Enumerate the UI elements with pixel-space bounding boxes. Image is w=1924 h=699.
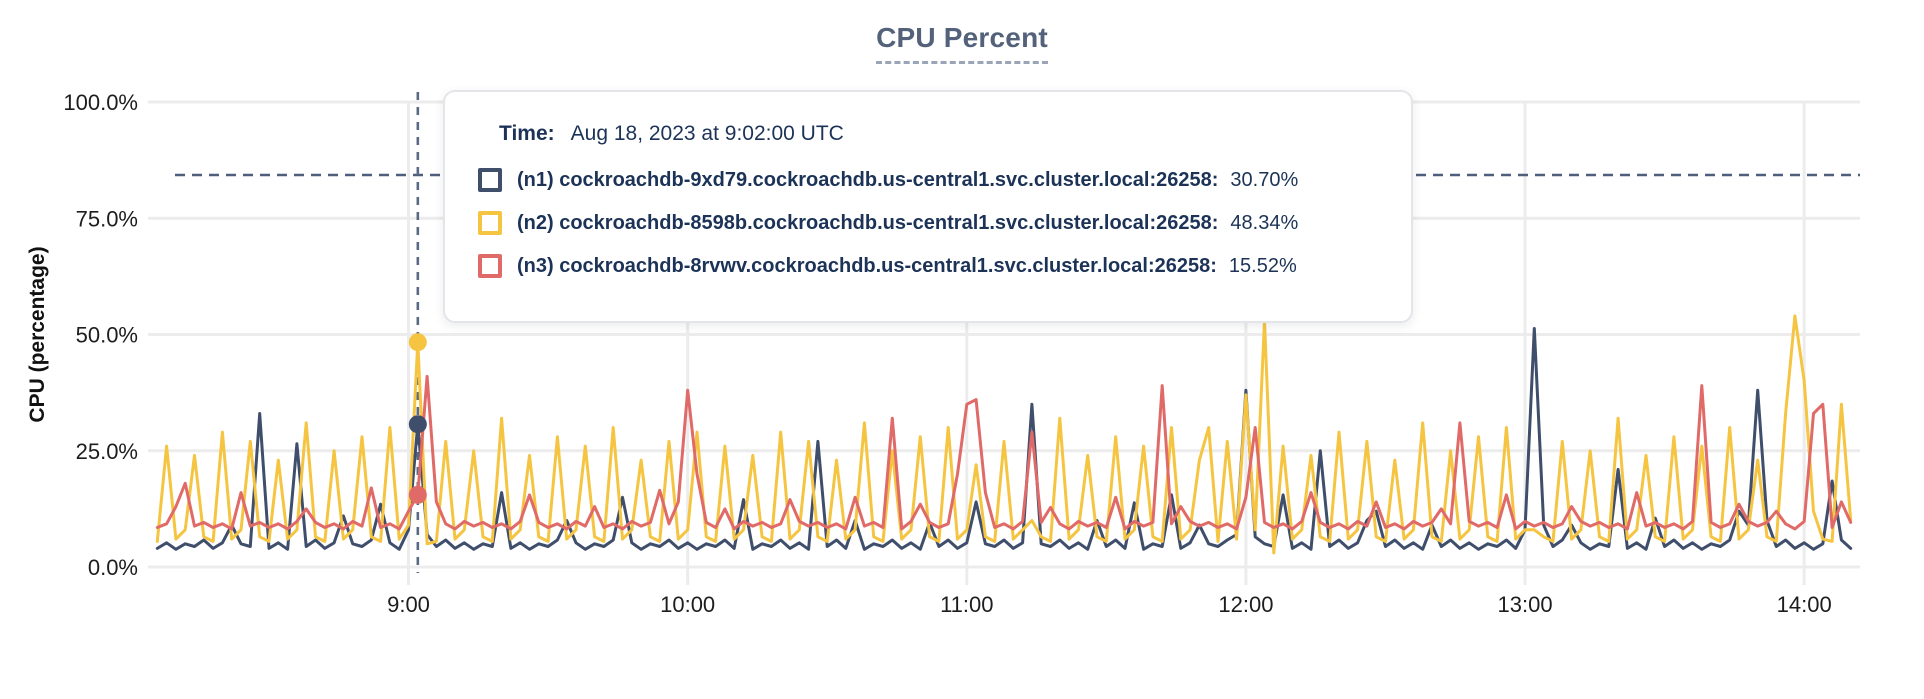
n3-series-swatch-icon bbox=[478, 254, 502, 278]
y-axis-tick-label: 25.0% bbox=[76, 439, 138, 464]
series-line-n3 bbox=[155, 374, 1853, 531]
tooltip-series-row: (n1) cockroachdb-9xd79.cockroachdb.us-ce… bbox=[478, 168, 1391, 192]
n3-series-value: 15.52% bbox=[1228, 254, 1297, 277]
x-axis-tick-label: 11:00 bbox=[940, 592, 993, 617]
x-axis-tick-label: 14:00 bbox=[1777, 592, 1832, 617]
chart-title: CPU Percent bbox=[0, 22, 1924, 64]
x-axis-tick-label: 13:00 bbox=[1498, 592, 1553, 617]
n2-series-swatch-icon bbox=[478, 211, 502, 235]
chart-title-text: CPU Percent bbox=[876, 22, 1048, 64]
tooltip-time-label: Time: bbox=[499, 122, 555, 145]
x-axis-tick-label: 9:00 bbox=[387, 592, 430, 617]
y-axis-tick-label: 100.0% bbox=[63, 90, 138, 115]
n1-series-value: 30.70% bbox=[1230, 168, 1299, 191]
n1-series-swatch-icon bbox=[478, 168, 502, 192]
hover-marker-n2 bbox=[408, 333, 427, 352]
hover-marker-n1 bbox=[408, 415, 427, 434]
y-axis-tick-label: 50.0% bbox=[76, 323, 138, 348]
n2-series-value: 48.34% bbox=[1230, 211, 1299, 234]
series-line-n2 bbox=[155, 314, 1853, 555]
tooltip-time-row: Time: Aug 18, 2023 at 9:02:00 UTC bbox=[478, 122, 1391, 146]
tooltip-time-value: Aug 18, 2023 at 9:02:00 UTC bbox=[570, 122, 844, 145]
series-line-n1 bbox=[155, 327, 1853, 551]
y-axis-title: CPU (percentage) bbox=[26, 246, 49, 422]
x-axis-tick-label: 12:00 bbox=[1218, 592, 1273, 617]
hover-marker-n3 bbox=[408, 485, 427, 504]
x-axis-tick-label: 10:00 bbox=[660, 592, 715, 617]
n1-series-label: (n1) cockroachdb-9xd79.cockroachdb.us-ce… bbox=[517, 168, 1219, 191]
y-axis-tick-label: 0.0% bbox=[88, 555, 138, 580]
tooltip-series-row: (n3) cockroachdb-8rvwv.cockroachdb.us-ce… bbox=[478, 254, 1391, 278]
tooltip-series-row: (n2) cockroachdb-8598b.cockroachdb.us-ce… bbox=[478, 211, 1391, 235]
chart-hover-tooltip: Time: Aug 18, 2023 at 9:02:00 UTC (n1) co… bbox=[443, 90, 1413, 323]
y-axis-tick-label: 75.0% bbox=[76, 206, 138, 231]
n2-series-label: (n2) cockroachdb-8598b.cockroachdb.us-ce… bbox=[517, 211, 1219, 234]
n3-series-label: (n3) cockroachdb-8rvwv.cockroachdb.us-ce… bbox=[517, 254, 1217, 277]
